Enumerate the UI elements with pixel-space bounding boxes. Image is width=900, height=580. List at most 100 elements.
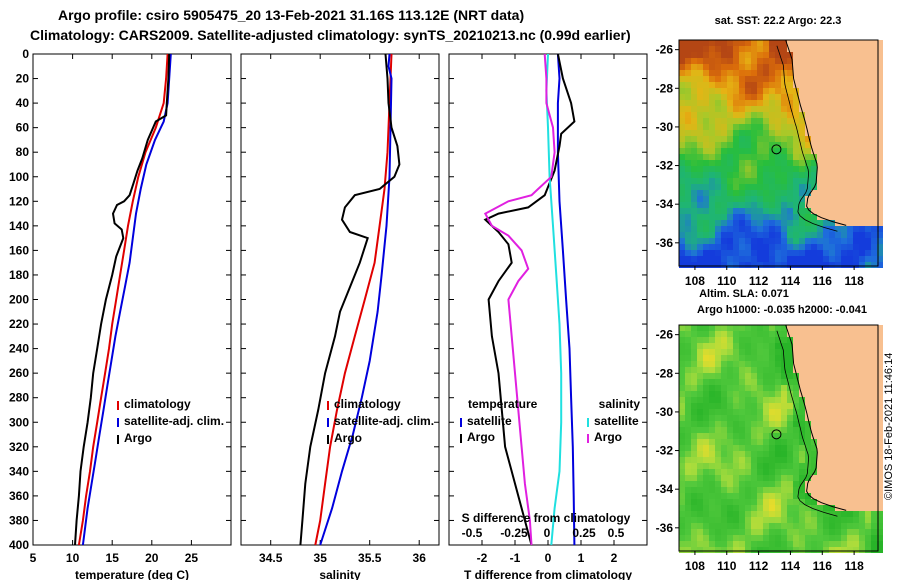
map-cell bbox=[841, 403, 847, 409]
map-cell bbox=[715, 379, 721, 385]
map-cell bbox=[853, 541, 859, 547]
map-cell bbox=[733, 487, 739, 493]
map-cell bbox=[775, 343, 781, 349]
map-cell bbox=[859, 385, 865, 391]
map-cell bbox=[751, 46, 757, 52]
map-cell bbox=[823, 439, 829, 445]
map-cell bbox=[709, 244, 715, 250]
map-cell bbox=[859, 481, 865, 487]
map-cell bbox=[697, 439, 703, 445]
map-cell bbox=[841, 385, 847, 391]
map-cell bbox=[685, 244, 691, 250]
map-cell bbox=[679, 391, 685, 397]
map-cell bbox=[703, 451, 709, 457]
map-cell bbox=[745, 517, 751, 523]
map-cell bbox=[727, 100, 733, 106]
map-cell bbox=[775, 226, 781, 232]
map-cell bbox=[697, 367, 703, 373]
map-cell bbox=[865, 505, 871, 511]
map-cell bbox=[859, 451, 865, 457]
map-cell bbox=[847, 421, 853, 427]
map-cell bbox=[739, 88, 745, 94]
map-cell bbox=[733, 379, 739, 385]
map-cell bbox=[823, 58, 829, 64]
map-cell bbox=[733, 475, 739, 481]
map-cell bbox=[871, 202, 877, 208]
map-cell bbox=[787, 325, 793, 331]
map-cell bbox=[757, 535, 763, 541]
map-cell bbox=[721, 232, 727, 238]
map-cell bbox=[847, 493, 853, 499]
map-cell bbox=[823, 463, 829, 469]
map-cell bbox=[721, 106, 727, 112]
map-cell bbox=[757, 385, 763, 391]
map-cell bbox=[799, 547, 805, 553]
map-cell bbox=[775, 511, 781, 517]
map-cell bbox=[799, 541, 805, 547]
map-cell bbox=[739, 337, 745, 343]
map-cell bbox=[781, 112, 787, 118]
map-cell bbox=[715, 445, 721, 451]
map-cell bbox=[865, 58, 871, 64]
map-cell bbox=[733, 172, 739, 178]
map-cell bbox=[721, 427, 727, 433]
map-cell bbox=[679, 130, 685, 136]
map-cell bbox=[781, 256, 787, 262]
map-cell bbox=[817, 238, 823, 244]
map-cell bbox=[781, 226, 787, 232]
map-cell bbox=[793, 94, 799, 100]
map-cell bbox=[787, 373, 793, 379]
map-cell bbox=[751, 535, 757, 541]
map-cell bbox=[853, 523, 859, 529]
map-cell bbox=[799, 136, 805, 142]
map-cell bbox=[733, 427, 739, 433]
map-cell bbox=[757, 529, 763, 535]
map-cell bbox=[787, 523, 793, 529]
map-cell bbox=[769, 88, 775, 94]
map-cell bbox=[859, 172, 865, 178]
map-cell bbox=[703, 499, 709, 505]
map-cell bbox=[679, 220, 685, 226]
map-cell bbox=[733, 58, 739, 64]
map-cell bbox=[847, 82, 853, 88]
map-cell bbox=[817, 58, 823, 64]
map-cell bbox=[859, 208, 865, 214]
map-cell bbox=[793, 355, 799, 361]
map-cell bbox=[721, 415, 727, 421]
map-cell bbox=[799, 361, 805, 367]
map-cell bbox=[739, 367, 745, 373]
map-cell bbox=[781, 64, 787, 70]
map-cell bbox=[817, 244, 823, 250]
map-cell bbox=[709, 427, 715, 433]
map-cell bbox=[811, 511, 817, 517]
map-cell bbox=[871, 493, 877, 499]
map-cell bbox=[871, 523, 877, 529]
map-cell bbox=[841, 493, 847, 499]
map-cell bbox=[709, 178, 715, 184]
map-cell bbox=[865, 82, 871, 88]
map-cell bbox=[835, 433, 841, 439]
map-cell bbox=[793, 226, 799, 232]
map-cell bbox=[697, 391, 703, 397]
map-cell bbox=[775, 325, 781, 331]
map-cell bbox=[727, 337, 733, 343]
map-cell bbox=[679, 196, 685, 202]
map-cell bbox=[805, 208, 811, 214]
map-cell bbox=[733, 373, 739, 379]
sst-map-field bbox=[679, 40, 883, 268]
map-cell bbox=[751, 373, 757, 379]
map-cell bbox=[691, 118, 697, 124]
map-cell bbox=[745, 166, 751, 172]
map-cell bbox=[709, 82, 715, 88]
map-cell bbox=[715, 142, 721, 148]
depth-tick-label: 360 bbox=[9, 489, 29, 503]
map-cell bbox=[715, 397, 721, 403]
map-cell bbox=[793, 232, 799, 238]
map-cell bbox=[799, 118, 805, 124]
map-cell bbox=[691, 481, 697, 487]
map-cell bbox=[865, 385, 871, 391]
map-cell bbox=[703, 463, 709, 469]
map-cell bbox=[751, 397, 757, 403]
map-cell bbox=[781, 529, 787, 535]
map-cell bbox=[709, 475, 715, 481]
